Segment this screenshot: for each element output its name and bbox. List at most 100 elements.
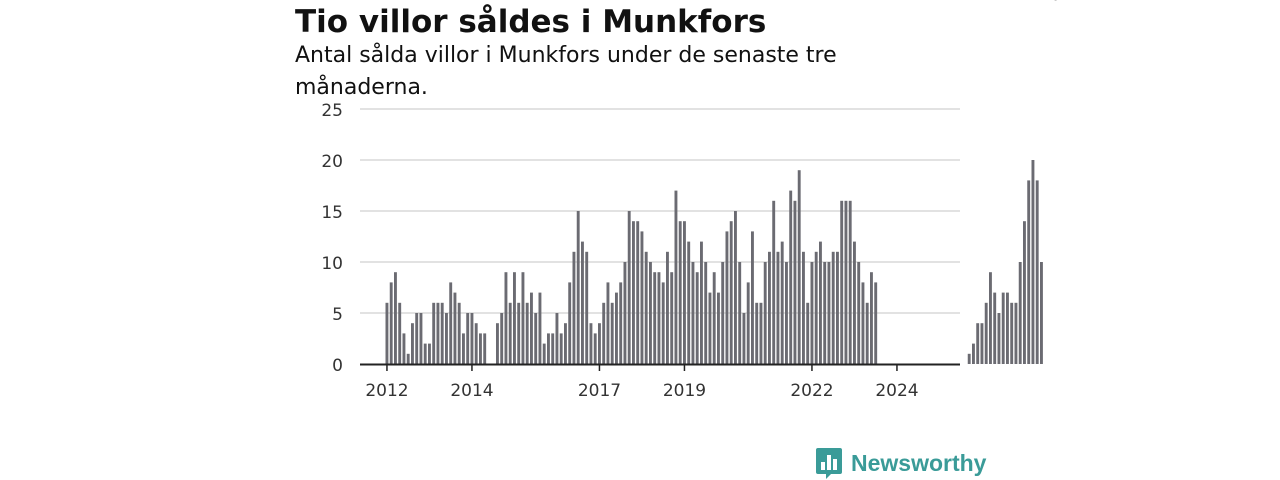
bar bbox=[445, 313, 448, 364]
bar bbox=[984, 302, 988, 364]
bar bbox=[802, 251, 805, 364]
bar bbox=[508, 302, 512, 364]
bar bbox=[623, 262, 627, 364]
bar bbox=[585, 251, 589, 364]
bar bbox=[423, 343, 427, 364]
brand-logo: Newsworthy bbox=[815, 446, 986, 480]
x-tick-label: 2017 bbox=[578, 381, 621, 401]
bar bbox=[695, 272, 699, 364]
bar bbox=[568, 282, 572, 364]
bar bbox=[606, 282, 610, 364]
bar bbox=[972, 343, 975, 364]
bar bbox=[708, 292, 712, 364]
bar bbox=[797, 170, 801, 364]
bar bbox=[428, 343, 431, 364]
bar bbox=[763, 262, 767, 364]
bar bbox=[751, 231, 754, 364]
bar bbox=[768, 251, 771, 364]
bar bbox=[457, 302, 461, 364]
y-tick-label: 5 bbox=[332, 305, 343, 325]
bar bbox=[1023, 221, 1026, 364]
y-tick-label: 20 bbox=[321, 152, 343, 172]
bar bbox=[440, 302, 444, 364]
bar bbox=[525, 302, 529, 364]
bar bbox=[632, 221, 635, 364]
bar bbox=[721, 262, 725, 364]
bar bbox=[853, 241, 856, 364]
bar bbox=[874, 282, 878, 364]
bar bbox=[742, 313, 746, 364]
y-tick-label: 10 bbox=[321, 254, 343, 274]
bar bbox=[746, 282, 750, 364]
bar bbox=[449, 282, 453, 364]
x-tick-label: 2012 bbox=[365, 381, 408, 401]
bar bbox=[657, 272, 661, 364]
bar bbox=[976, 323, 980, 364]
bar bbox=[530, 292, 533, 364]
x-tick-label: 2022 bbox=[790, 381, 833, 401]
bar bbox=[717, 292, 720, 364]
bar bbox=[1027, 180, 1031, 364]
bar bbox=[581, 241, 584, 364]
bar bbox=[644, 251, 648, 364]
bar bbox=[789, 190, 793, 364]
bar bbox=[610, 302, 614, 364]
bar bbox=[653, 272, 657, 364]
x-tick-label: 2024 bbox=[875, 381, 918, 401]
bar bbox=[534, 313, 538, 364]
bar bbox=[848, 200, 852, 364]
bar bbox=[513, 272, 516, 364]
bar bbox=[547, 333, 550, 364]
bar bbox=[814, 251, 818, 364]
bar bbox=[1040, 262, 1043, 364]
x-tick-label: 2014 bbox=[450, 381, 493, 401]
bar bbox=[700, 241, 703, 364]
bar bbox=[411, 323, 414, 364]
bar bbox=[997, 313, 1001, 364]
bar bbox=[385, 302, 389, 364]
bar bbox=[555, 313, 559, 364]
bar bbox=[564, 323, 567, 364]
bar bbox=[521, 272, 525, 364]
bar bbox=[504, 272, 508, 364]
bar bbox=[453, 292, 457, 364]
bar bbox=[589, 323, 593, 364]
bar bbox=[402, 333, 406, 364]
bar bbox=[436, 302, 440, 364]
bar bbox=[712, 272, 716, 364]
bar bbox=[810, 262, 814, 364]
bar bbox=[1035, 180, 1039, 364]
bar bbox=[989, 272, 992, 364]
bar bbox=[474, 323, 478, 364]
x-tick-label: 2019 bbox=[663, 381, 706, 401]
bar bbox=[1001, 292, 1005, 364]
bar bbox=[776, 251, 780, 364]
y-tick-label: 15 bbox=[321, 203, 343, 223]
bar bbox=[683, 221, 686, 364]
bar bbox=[857, 262, 861, 364]
bar bbox=[729, 221, 733, 364]
y-tick-label: 25 bbox=[321, 101, 343, 121]
bar bbox=[870, 272, 873, 364]
bar bbox=[1031, 160, 1035, 364]
bar bbox=[615, 292, 618, 364]
bar bbox=[500, 313, 504, 364]
bar bbox=[772, 200, 776, 364]
bar bbox=[674, 190, 678, 364]
bar bbox=[398, 302, 402, 364]
bar bbox=[542, 343, 546, 364]
bar bbox=[734, 211, 737, 364]
bar bbox=[466, 313, 470, 364]
bar bbox=[598, 323, 601, 364]
bar bbox=[462, 333, 465, 364]
bar bbox=[496, 323, 499, 364]
bar bbox=[661, 282, 665, 364]
bar bbox=[470, 313, 474, 364]
chart-subtitle: Antal sålda villor i Munkfors under de s… bbox=[295, 43, 837, 100]
bar bbox=[517, 302, 521, 364]
bar bbox=[593, 333, 597, 364]
bar bbox=[572, 251, 576, 364]
bar bbox=[538, 292, 542, 364]
bar bbox=[602, 302, 606, 364]
